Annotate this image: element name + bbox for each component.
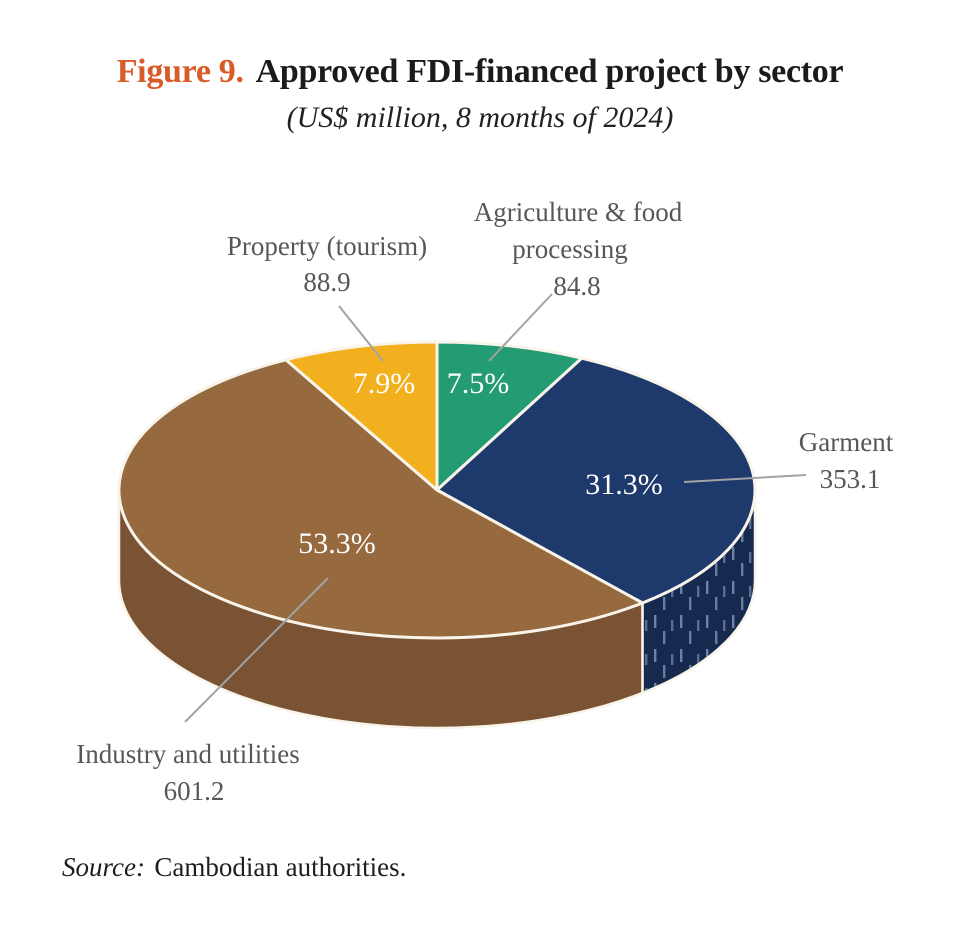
pie-slice-agriculture-food-processing <box>435 340 584 492</box>
callout-agriculture-value: 84.8 <box>553 271 600 301</box>
source-text: Cambodian authorities. <box>154 852 407 882</box>
percent-label-agriculture-food-processing: 7.5% <box>447 367 510 400</box>
leader-line-agriculture-food-processing <box>488 293 553 362</box>
callout-property-name: Property (tourism) <box>227 231 427 261</box>
callout-industry-name: Industry and utilities <box>76 739 299 769</box>
pie-slice-property-tourism <box>284 340 439 492</box>
pie-slice-garment <box>435 356 757 605</box>
figure-number: Figure 9. <box>116 53 244 90</box>
callout-agriculture-name-line1: Agriculture & food <box>474 197 683 227</box>
pie-slice-industry-utilities <box>117 358 644 640</box>
callout-industry-value: 601.2 <box>164 776 225 806</box>
callout-agriculture-name-line2: processing <box>512 234 627 264</box>
percent-labels-group: 7.9% 7.5% 31.3% 53.3% <box>298 367 663 560</box>
figure-title-block: Figure 9. Approved FDI-financed project b… <box>0 50 960 138</box>
callout-garment-value: 353.1 <box>820 464 881 494</box>
callout-labels-group: Property (tourism) 88.9 Agriculture & fo… <box>76 197 893 806</box>
leader-line-garment <box>683 474 807 483</box>
pie-slices-group <box>117 340 757 730</box>
figure-title-text: Approved FDI-financed project by sector <box>255 53 844 90</box>
callout-property-value: 88.9 <box>303 267 350 297</box>
figure-title: Figure 9. Approved FDI-financed project b… <box>0 50 960 94</box>
figure-subtitle: (US$ million, 8 months of 2024) <box>286 101 674 134</box>
leader-line-property-tourism <box>338 305 384 362</box>
percent-label-garment: 31.3% <box>585 468 663 501</box>
percent-label-industry-utilities: 53.3% <box>298 527 376 560</box>
leader-line-industry-utilities <box>184 577 329 723</box>
source-note: Source: Cambodian authorities. <box>62 852 406 883</box>
callout-garment-name: Garment <box>799 427 894 457</box>
source-label: Source: <box>62 852 145 882</box>
percent-label-property-tourism: 7.9% <box>353 367 416 400</box>
leader-lines-group <box>184 293 807 723</box>
